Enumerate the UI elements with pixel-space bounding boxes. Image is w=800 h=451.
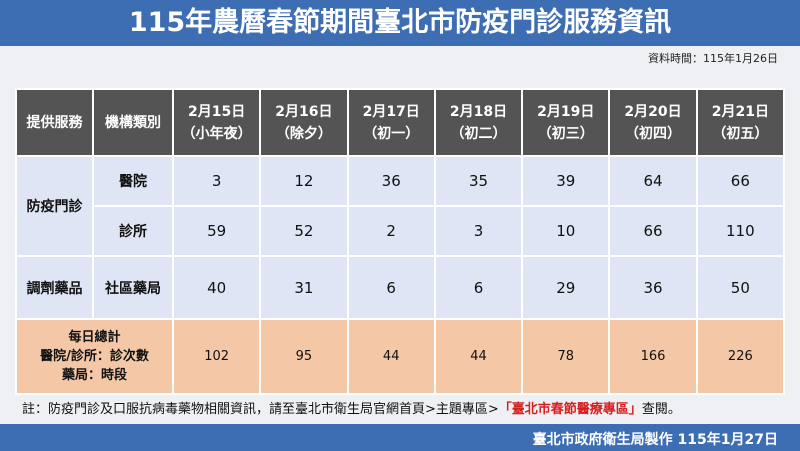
cell: 40 <box>171 255 262 320</box>
total-cell: 44 <box>433 318 524 395</box>
total-cell: 102 <box>171 318 262 395</box>
total-label: 每日總計醫院/診所：診次數 藥局：時段 <box>15 318 174 395</box>
update-time: 資料時間：115年1月26日 <box>648 52 778 65</box>
type-label: 診所 <box>92 205 174 257</box>
cell: 110 <box>695 205 786 257</box>
cell: 6 <box>433 255 524 320</box>
cell: 31 <box>259 255 349 320</box>
cell: 66 <box>608 205 698 257</box>
data-row: 防疫門診 醫院 3 12 36 35 39 64 66 <box>15 155 786 257</box>
data-row: 診所 59 52 2 3 10 66 110 <box>16 205 786 257</box>
holiday: （初三） <box>537 125 594 142</box>
total-cell: 44 <box>346 318 436 395</box>
cell: 2 <box>346 205 436 257</box>
date: 2月21日 <box>711 103 769 120</box>
note-part: 「臺北市春節醫療專區」 <box>498 402 642 417</box>
type-label: 社區藥局 <box>92 255 174 320</box>
header-row: 提供服務 機構類別 2月15日 （小年夜） 2月16日 （除夕） 2月17日 （初一） 2月18… <box>15 88 786 157</box>
total-cell: 95 <box>259 318 349 395</box>
group-label: 防疫門診 <box>15 155 94 257</box>
total-label-line: 藥局：時段 <box>61 368 127 383</box>
group-label: 調劑藥品 <box>15 255 94 320</box>
date: 2月16日 <box>275 103 333 120</box>
note-part: 查閱。 <box>641 402 681 417</box>
date: 2月19日 <box>537 103 595 120</box>
holiday: （初一） <box>363 125 420 142</box>
cell: 3 <box>433 205 524 257</box>
column-header: 提供服務 <box>15 88 94 157</box>
cell: 6 <box>346 255 436 320</box>
total-label-line: 每日總計 <box>68 330 121 345</box>
holiday: （小年夜） <box>181 125 252 142</box>
date-header: 2月20日 （初四） <box>608 88 698 157</box>
cell: 3 <box>171 155 262 207</box>
date-header: 2月15日 （小年夜） <box>171 88 262 157</box>
cell: 39 <box>521 155 611 207</box>
total-cell: 78 <box>521 318 611 395</box>
total-cell: 166 <box>608 318 698 395</box>
type-label: 醫院 <box>92 155 174 207</box>
holiday: （除夕） <box>275 125 332 142</box>
cell: 10 <box>521 205 611 257</box>
holiday: （初二） <box>450 125 507 142</box>
cell: 64 <box>608 155 698 207</box>
date: 2月15日 <box>188 103 246 120</box>
holiday: （初五） <box>712 125 769 142</box>
note: 註：防疫門診及口服抗病毒藥物相關資訊，請至臺北市衛生局官網首頁>主題專區>「臺北… <box>22 398 681 417</box>
date-header: 2月16日 （除夕） <box>259 88 349 157</box>
cell: 52 <box>259 205 349 257</box>
date-header: 2月18日 （初二） <box>433 88 524 157</box>
cell: 59 <box>171 205 262 257</box>
column-header: 機構類別 <box>92 88 174 157</box>
cell: 36 <box>608 255 698 320</box>
total-row: 每日總計 醫院/診所：診次數 藥局：時段 102 95 44 44 78 166 226 <box>15 318 786 395</box>
service-table: 提供服務 機構類別 2月15日 （小年夜） 2月16日 （除夕） 2月17日 （初一） 2月18… <box>15 88 786 395</box>
date-header: 2月17日 （初一） <box>346 88 436 157</box>
holiday: （初四） <box>625 125 682 142</box>
cell: 35 <box>433 155 524 207</box>
date: 2月20日 <box>624 103 682 120</box>
date-header: 2月19日 （初三） <box>521 88 611 157</box>
cell: 36 <box>346 155 436 207</box>
title: 115年農曆春節期間臺北市防疫門診服務資訊 <box>0 0 800 46</box>
date: 2月18日 <box>449 103 508 120</box>
data-row: 調劑藥品 社區藥局 40 31 6 6 29 36 50 <box>15 255 786 320</box>
cell: 66 <box>695 155 786 207</box>
total-label-line: 醫院/診所：診次數 <box>40 349 149 364</box>
cell: 50 <box>695 255 786 320</box>
note-part: 註：防疫門診及口服抗病毒藥物相關資訊，請至臺北市衛生局官網首頁>主題專區> <box>22 402 499 417</box>
footer-bar: 臺北市政府衛生局製作 115年1月27日 <box>0 424 800 451</box>
cell: 29 <box>521 255 611 320</box>
date: 2月17日 <box>362 103 420 120</box>
date-header: 2月21日 （初五） <box>695 88 786 157</box>
cell: 12 <box>259 155 349 207</box>
footer: 臺北市政府衛生局製作 115年1月27日 <box>532 432 778 448</box>
total-cell: 226 <box>695 318 786 395</box>
